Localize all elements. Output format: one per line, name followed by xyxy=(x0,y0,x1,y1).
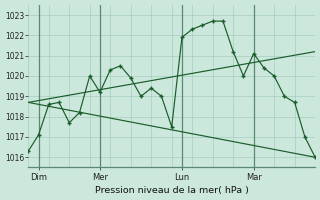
X-axis label: Pression niveau de la mer( hPa ): Pression niveau de la mer( hPa ) xyxy=(95,186,249,195)
